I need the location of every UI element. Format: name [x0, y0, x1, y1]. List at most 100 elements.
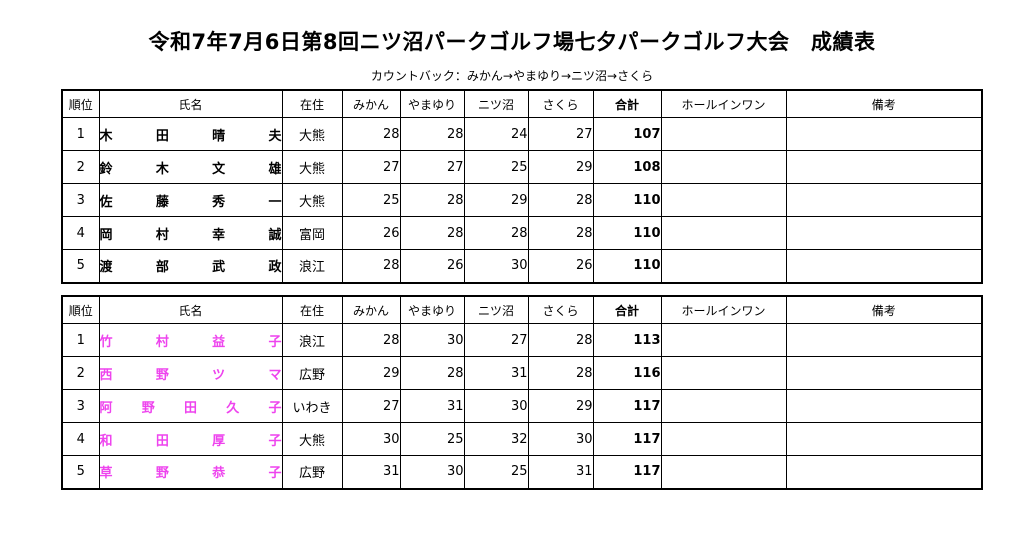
score-nitsunuma: 29	[463, 183, 529, 217]
score-yamayuri: 28	[399, 356, 465, 390]
header-row: 順位 氏名 在住 みかん やまゆり ニツ沼 さくら 合計 ホールインワン 備考	[61, 295, 983, 324]
note-cell	[785, 216, 983, 250]
name-char: 部	[155, 260, 169, 276]
score-yamayuri: 27	[399, 150, 465, 184]
table-row: 3 佐藤秀一大熊 25 28 29 28 110	[61, 183, 983, 217]
name-char: 鈴	[99, 161, 113, 177]
residence-cell: 大熊	[281, 422, 343, 456]
score-mikan: 26	[341, 216, 401, 250]
table-row: 1 竹村益子浪江 28 30 27 28 113	[61, 323, 983, 357]
score-sakura: 28	[527, 356, 594, 390]
rank-cell: 5	[61, 455, 100, 489]
name-cell: 鈴木文雄	[98, 150, 283, 184]
score-yamayuri: 25	[399, 422, 465, 456]
name-char: 久	[226, 400, 240, 416]
score-sakura: 28	[527, 216, 594, 250]
name-char: 厚	[212, 433, 226, 449]
score-nitsunuma: 27	[463, 323, 529, 357]
rank-cell: 2	[61, 150, 100, 184]
rank-cell: 1	[61, 323, 100, 357]
hole-in-one-cell	[660, 249, 787, 283]
header-course-mikan: みかん	[341, 89, 401, 118]
score-mikan: 31	[341, 455, 401, 489]
score-mikan: 29	[341, 356, 401, 390]
header-course-yamayuri: やまゆり	[399, 295, 465, 324]
header-row: 順位 氏名 在住 みかん やまゆり ニツ沼 さくら 合計 ホールインワン 備考	[61, 89, 983, 118]
header-course-nitsunuma: ニツ沼	[463, 295, 529, 324]
player-name: 和田厚子	[99, 430, 281, 449]
name-char: 武	[212, 260, 226, 276]
player-name: 木田晴夫	[99, 125, 282, 144]
header-note: 備考	[785, 89, 983, 118]
countback-note: カウントバック：みかん→やまゆり→ニツ沼→さくら	[370, 69, 654, 83]
score-sakura: 26	[527, 249, 594, 283]
score-yamayuri: 28	[399, 216, 465, 250]
hole-in-one-cell	[660, 216, 787, 250]
name-char: 木	[99, 128, 113, 144]
rank-cell: 5	[61, 249, 100, 283]
name-char: 一	[268, 194, 282, 210]
name-char: 秀	[212, 194, 226, 210]
name-cell: 竹村益子	[98, 323, 283, 357]
score-nitsunuma: 25	[463, 150, 529, 184]
results-table-male: 順位 氏名 在住 みかん やまゆり ニツ沼 さくら 合計 ホールインワン 備考 …	[61, 89, 983, 284]
hole-in-one-cell	[660, 455, 787, 489]
residence-cell: 浪江	[281, 249, 343, 283]
score-nitsunuma: 24	[463, 117, 529, 151]
name-cell: 草野恭子	[98, 455, 283, 489]
total-cell: 117	[592, 389, 662, 423]
residence-cell: 大熊	[281, 183, 343, 217]
score-sakura: 29	[527, 389, 594, 423]
residence-cell: 富岡	[281, 216, 343, 250]
note-cell	[785, 389, 983, 423]
name-cell: 西野ツマ	[98, 356, 283, 390]
name-cell: 岡村幸誠	[98, 216, 283, 250]
table-row: 5 草野恭子広野 31 30 25 31 117	[61, 455, 983, 489]
score-yamayuri: 31	[399, 389, 465, 423]
name-char: 田	[183, 400, 197, 416]
total-cell: 117	[592, 422, 662, 456]
header-course-nitsunuma: ニツ沼	[463, 89, 529, 118]
score-yamayuri: 28	[399, 117, 465, 151]
name-char: 子	[268, 466, 282, 482]
player-name: 岡村幸誠	[100, 224, 282, 243]
rank-cell: 2	[61, 356, 100, 390]
score-mikan: 28	[341, 323, 401, 357]
results-table-female: 順位 氏名 在住 みかん やまゆり ニツ沼 さくら 合計 ホールインワン 備考 …	[61, 295, 983, 490]
score-sakura: 29	[527, 150, 594, 184]
table-row: 1 木田晴夫大熊 28 28 24 27 107	[61, 117, 983, 151]
rank-cell: 1	[61, 117, 100, 151]
name-char: 村	[155, 227, 169, 243]
player-name: 草野恭子	[100, 462, 282, 482]
residence-cell: 広野	[281, 455, 343, 489]
score-yamayuri: 30	[399, 323, 465, 357]
note-cell	[785, 183, 983, 217]
score-mikan: 30	[341, 422, 401, 456]
name-char: 和	[99, 433, 113, 449]
player-name: 竹村益子	[100, 331, 281, 350]
hole-in-one-cell	[660, 150, 787, 184]
name-char: 夫	[268, 128, 282, 144]
table-row: 4 和田厚子大熊 30 25 32 30 117	[61, 422, 983, 456]
name-char: 佐	[99, 194, 113, 210]
name-char: 誠	[268, 227, 282, 243]
header-residence: 在住	[281, 89, 343, 118]
name-char: 野	[155, 466, 169, 482]
table-row: 3 阿 野 田 久 子いわき 27 31 30 29 117	[61, 389, 983, 423]
note-cell	[785, 356, 983, 390]
name-char: マ	[268, 367, 282, 383]
player-name: 渡部武政	[100, 256, 281, 276]
score-mikan: 28	[341, 249, 401, 283]
name-char: 田	[155, 128, 169, 144]
rank-cell: 4	[61, 422, 100, 456]
table-row: 4 岡村幸誠富岡 26 28 28 28 110	[61, 216, 983, 250]
residence-cell: 浪江	[281, 323, 343, 357]
name-char: 野	[141, 400, 155, 416]
score-sakura: 30	[527, 422, 594, 456]
name-char: 恭	[212, 466, 226, 482]
hole-in-one-cell	[660, 422, 787, 456]
score-nitsunuma: 30	[463, 249, 529, 283]
hole-in-one-cell	[660, 183, 787, 217]
header-rank: 順位	[61, 295, 100, 324]
name-cell: 木田晴夫	[98, 117, 283, 151]
